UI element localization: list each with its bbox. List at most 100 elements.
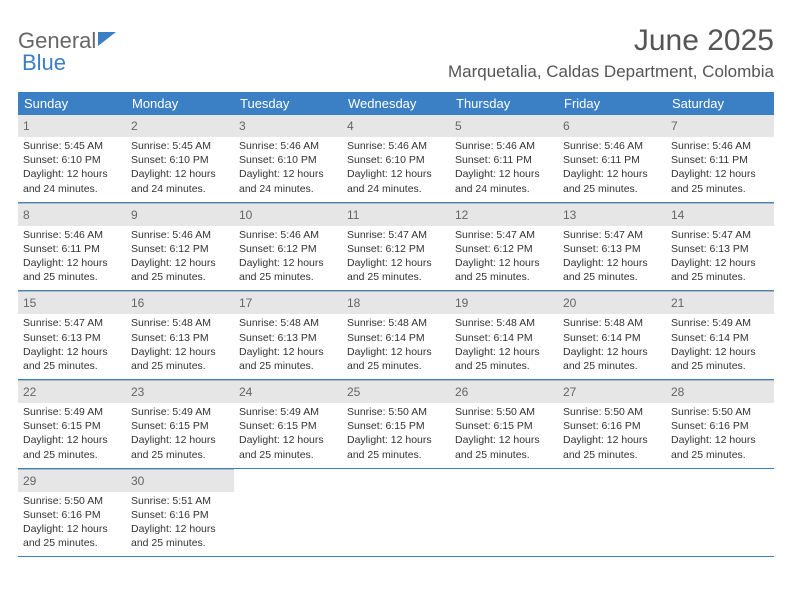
week-row: 29Sunrise: 5:50 AMSunset: 6:16 PMDayligh… (18, 469, 774, 558)
day-sunrise: Sunrise: 5:46 AM (239, 139, 337, 153)
day-number: 8 (23, 208, 30, 222)
dow-sunday: Sunday (18, 92, 126, 115)
day-sunrise: Sunrise: 5:50 AM (347, 405, 445, 419)
day-day2: and 25 minutes. (347, 270, 445, 284)
day-cell: 18Sunrise: 5:48 AMSunset: 6:14 PMDayligh… (342, 291, 450, 379)
day-day1: Daylight: 12 hours (563, 433, 661, 447)
day-sunset: Sunset: 6:14 PM (671, 331, 769, 345)
day-day1: Daylight: 12 hours (671, 433, 769, 447)
dow-thursday: Thursday (450, 92, 558, 115)
day-day2: and 25 minutes. (131, 359, 229, 373)
day-day2: and 25 minutes. (239, 448, 337, 462)
daynum-row: 28 (666, 381, 774, 403)
daynum-row: 30 (126, 470, 234, 492)
daynum-row: 22 (18, 381, 126, 403)
day-cell: 8Sunrise: 5:46 AMSunset: 6:11 PMDaylight… (18, 203, 126, 291)
day-sunset: Sunset: 6:14 PM (347, 331, 445, 345)
daynum-row: 26 (450, 381, 558, 403)
day-sunset: Sunset: 6:13 PM (131, 331, 229, 345)
day-cell (558, 469, 666, 557)
day-day2: and 25 minutes. (131, 536, 229, 550)
day-number: 4 (347, 119, 354, 133)
day-cell (450, 469, 558, 557)
daynum-row: 25 (342, 381, 450, 403)
daynum-row: 21 (666, 292, 774, 314)
day-number: 16 (131, 296, 144, 310)
day-number: 3 (239, 119, 246, 133)
day-cell: 30Sunrise: 5:51 AMSunset: 6:16 PMDayligh… (126, 469, 234, 557)
day-day2: and 25 minutes. (347, 359, 445, 373)
day-day2: and 25 minutes. (671, 182, 769, 196)
daynum-row: 9 (126, 204, 234, 226)
day-day2: and 24 minutes. (131, 182, 229, 196)
day-day1: Daylight: 12 hours (455, 167, 553, 181)
day-day1: Daylight: 12 hours (239, 433, 337, 447)
day-day1: Daylight: 12 hours (455, 256, 553, 270)
day-day2: and 25 minutes. (347, 448, 445, 462)
day-day2: and 25 minutes. (455, 448, 553, 462)
day-day2: and 25 minutes. (23, 270, 121, 284)
day-sunrise: Sunrise: 5:47 AM (23, 316, 121, 330)
day-day1: Daylight: 12 hours (563, 256, 661, 270)
day-number: 30 (131, 474, 144, 488)
day-sunrise: Sunrise: 5:50 AM (563, 405, 661, 419)
day-cell: 20Sunrise: 5:48 AMSunset: 6:14 PMDayligh… (558, 291, 666, 379)
month-title: June 2025 (448, 24, 774, 58)
brand-part2-wrap: Blue (22, 52, 66, 75)
daynum-row: 1 (18, 115, 126, 137)
day-cell: 4Sunrise: 5:46 AMSunset: 6:10 PMDaylight… (342, 115, 450, 202)
daynum-row: 23 (126, 381, 234, 403)
day-sunset: Sunset: 6:12 PM (455, 242, 553, 256)
daynum-row: 18 (342, 292, 450, 314)
day-number: 22 (23, 385, 36, 399)
day-day1: Daylight: 12 hours (455, 345, 553, 359)
day-cell: 24Sunrise: 5:49 AMSunset: 6:15 PMDayligh… (234, 380, 342, 468)
day-sunrise: Sunrise: 5:46 AM (563, 139, 661, 153)
daynum-row: 24 (234, 381, 342, 403)
day-number: 23 (131, 385, 144, 399)
calendar: Sunday Monday Tuesday Wednesday Thursday… (18, 92, 774, 557)
day-number: 19 (455, 296, 468, 310)
day-day1: Daylight: 12 hours (239, 256, 337, 270)
brand-logo: General (18, 24, 116, 52)
day-day1: Daylight: 12 hours (671, 256, 769, 270)
day-day1: Daylight: 12 hours (131, 345, 229, 359)
day-number: 15 (23, 296, 36, 310)
day-cell: 9Sunrise: 5:46 AMSunset: 6:12 PMDaylight… (126, 203, 234, 291)
day-number: 18 (347, 296, 360, 310)
day-sunset: Sunset: 6:13 PM (23, 331, 121, 345)
day-day1: Daylight: 12 hours (347, 167, 445, 181)
day-sunrise: Sunrise: 5:45 AM (131, 139, 229, 153)
day-sunrise: Sunrise: 5:51 AM (131, 494, 229, 508)
week-row: 8Sunrise: 5:46 AMSunset: 6:11 PMDaylight… (18, 203, 774, 292)
day-day1: Daylight: 12 hours (239, 345, 337, 359)
day-day1: Daylight: 12 hours (563, 345, 661, 359)
dow-saturday: Saturday (666, 92, 774, 115)
daynum-row: 12 (450, 204, 558, 226)
daynum-row: 29 (18, 470, 126, 492)
day-cell: 14Sunrise: 5:47 AMSunset: 6:13 PMDayligh… (666, 203, 774, 291)
location-subtitle: Marquetalia, Caldas Department, Colombia (448, 62, 774, 82)
day-day2: and 25 minutes. (563, 182, 661, 196)
day-sunset: Sunset: 6:12 PM (347, 242, 445, 256)
day-cell: 19Sunrise: 5:48 AMSunset: 6:14 PMDayligh… (450, 291, 558, 379)
day-cell: 23Sunrise: 5:49 AMSunset: 6:15 PMDayligh… (126, 380, 234, 468)
day-cell: 3Sunrise: 5:46 AMSunset: 6:10 PMDaylight… (234, 115, 342, 202)
day-number: 11 (347, 208, 359, 222)
day-day2: and 25 minutes. (23, 359, 121, 373)
day-day2: and 25 minutes. (455, 270, 553, 284)
day-sunrise: Sunrise: 5:47 AM (455, 228, 553, 242)
day-cell: 27Sunrise: 5:50 AMSunset: 6:16 PMDayligh… (558, 380, 666, 468)
day-sunset: Sunset: 6:11 PM (23, 242, 121, 256)
daynum-row: 16 (126, 292, 234, 314)
day-sunrise: Sunrise: 5:50 AM (671, 405, 769, 419)
day-day1: Daylight: 12 hours (23, 522, 121, 536)
day-day2: and 24 minutes. (347, 182, 445, 196)
day-sunrise: Sunrise: 5:50 AM (455, 405, 553, 419)
day-number: 5 (455, 119, 462, 133)
brand-part1: General (18, 30, 96, 52)
day-sunrise: Sunrise: 5:48 AM (347, 316, 445, 330)
day-number: 12 (455, 208, 468, 222)
day-sunset: Sunset: 6:14 PM (563, 331, 661, 345)
day-cell: 29Sunrise: 5:50 AMSunset: 6:16 PMDayligh… (18, 469, 126, 557)
